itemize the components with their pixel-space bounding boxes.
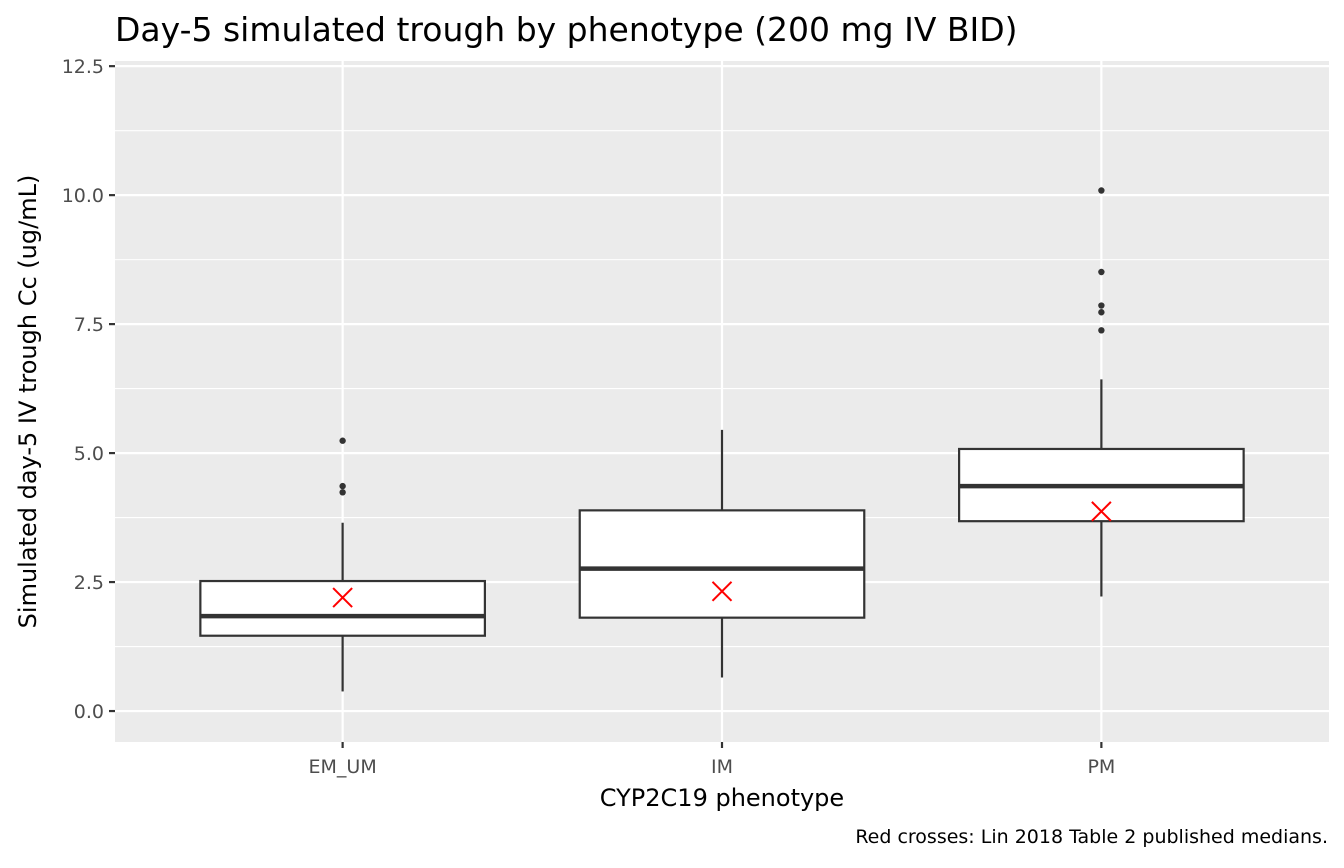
published-median-cross — [332, 587, 353, 608]
outlier-point — [1098, 302, 1105, 309]
x-axis-title: CYP2C19 phenotype — [600, 784, 844, 812]
y-tick-label: 10.0 — [62, 185, 104, 207]
outlier-point — [1098, 309, 1105, 316]
x-tick-label: IM — [711, 756, 733, 778]
published-median-layer — [332, 501, 1112, 608]
x-tick-label: PM — [1087, 756, 1115, 778]
y-tick-label: 7.5 — [74, 314, 104, 336]
box-iqr — [199, 579, 486, 637]
box-pm — [958, 187, 1245, 597]
y-axis-ticks: 0.0 2.5 5.0 7.5 10.0 12.5 — [62, 56, 115, 723]
published-median-cross — [1091, 501, 1112, 522]
outlier-point — [1098, 327, 1105, 334]
cross-stroke — [711, 581, 733, 602]
y-tick-label: 5.0 — [74, 443, 104, 465]
cross-stroke — [1091, 501, 1112, 522]
outlier-point — [339, 482, 346, 490]
cross-stroke — [332, 587, 353, 608]
box-layer — [199, 187, 1245, 692]
outlier-point — [339, 489, 346, 496]
x-axis-ticks: EM_UM IM PM — [309, 742, 1115, 778]
outlier-point — [1098, 268, 1105, 276]
x-tick-label: EM_UM — [309, 756, 377, 778]
chart-caption: Red crosses: Lin 2018 Table 2 published … — [855, 826, 1328, 848]
outlier-point — [339, 437, 346, 444]
published-median-cross — [711, 581, 733, 602]
box-em-um — [199, 437, 486, 692]
box-im — [578, 429, 866, 678]
y-tick-label: 12.5 — [62, 56, 104, 78]
outlier-point — [1098, 187, 1105, 194]
y-axis-title: Simulated day-5 IV trough Cc (ug/mL) — [14, 175, 42, 629]
chart-title: Day-5 simulated trough by phenotype (200… — [115, 10, 1018, 49]
y-tick-label: 0.0 — [74, 701, 104, 723]
y-tick-label: 2.5 — [74, 572, 104, 594]
box-iqr — [578, 509, 866, 619]
